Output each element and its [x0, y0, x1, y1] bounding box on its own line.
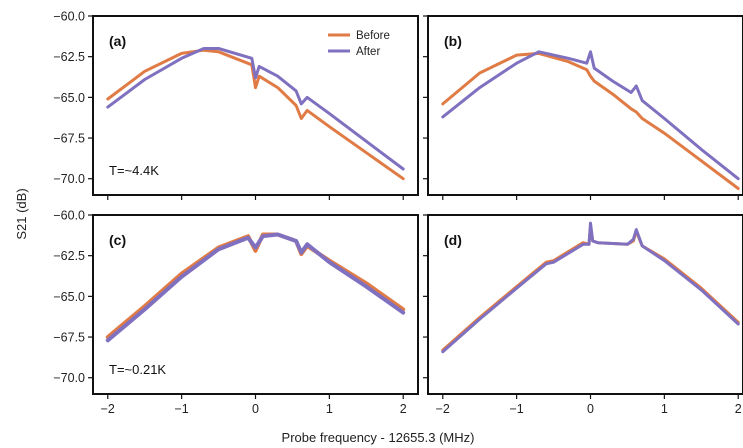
y-tick-label: −60.0 [53, 10, 85, 24]
plot-frame [427, 15, 743, 196]
panel-d: −2 −1 0 1 2 (d) [423, 214, 743, 416]
x-tick-label: 0 [587, 402, 594, 416]
series-line-after [106, 47, 405, 171]
y-tick-label: −67.5 [53, 132, 85, 146]
series-line-after [105, 232, 406, 343]
x-tick-label: 1 [326, 402, 333, 416]
series-line-before [441, 224, 740, 352]
series-line-before [441, 51, 740, 190]
series-line-before [105, 232, 406, 339]
x-tick-label: −1 [175, 402, 189, 416]
y-tick-label: −70.0 [53, 371, 85, 385]
legend-label-after: After [356, 46, 380, 58]
x-tick-label: −1 [510, 402, 524, 416]
x-axis-label: Probe frequency - 12655.3 (MHz) [282, 430, 475, 445]
y-tick-label: −60.0 [53, 209, 85, 223]
y-tick-label: −67.5 [53, 331, 85, 345]
panel-label: (c) [109, 232, 126, 248]
x-tick-label: 1 [661, 402, 668, 416]
panel-label: (a) [109, 33, 126, 49]
x-tick-label: 2 [735, 402, 742, 416]
y-tick-label: −62.5 [53, 50, 85, 64]
series-line-after [441, 221, 740, 354]
temperature-annotation: T=~4.4K [109, 163, 159, 178]
panel-c: −2 −1 0 1 2 −60.0 −62.5 −65.0 −67.5 −70.0 (c) T=~0.… [53, 209, 419, 416]
y-tick-label: −65.0 [53, 290, 85, 304]
x-tick-label: −2 [101, 402, 115, 416]
legend-label-before: Before [356, 30, 390, 42]
x-tick-label: 0 [252, 402, 259, 416]
series-line-after [441, 50, 740, 181]
panel-label: (b) [444, 33, 462, 49]
panel-label: (d) [444, 232, 462, 248]
series-line-before [106, 48, 405, 181]
y-axis-label: S21 (dB) [14, 188, 29, 239]
legend: Before After [328, 30, 390, 58]
panel-b: (b) [423, 15, 743, 200]
x-tick-label: 2 [400, 402, 407, 416]
y-tick-label: −62.5 [53, 249, 85, 263]
panels: −60.0 −62.5 −65.0 −67.5 −70.0 (a) T=~4.4K Befor… [53, 10, 743, 416]
temperature-annotation: T=~0.21K [109, 362, 166, 377]
x-tick-label: −2 [436, 402, 450, 416]
plot-frame [427, 214, 743, 395]
y-tick-label: −70.0 [53, 172, 85, 186]
panel-a: −60.0 −62.5 −65.0 −67.5 −70.0 (a) T=~4.4K Befor… [53, 10, 419, 200]
y-tick-label: −65.0 [53, 91, 85, 105]
